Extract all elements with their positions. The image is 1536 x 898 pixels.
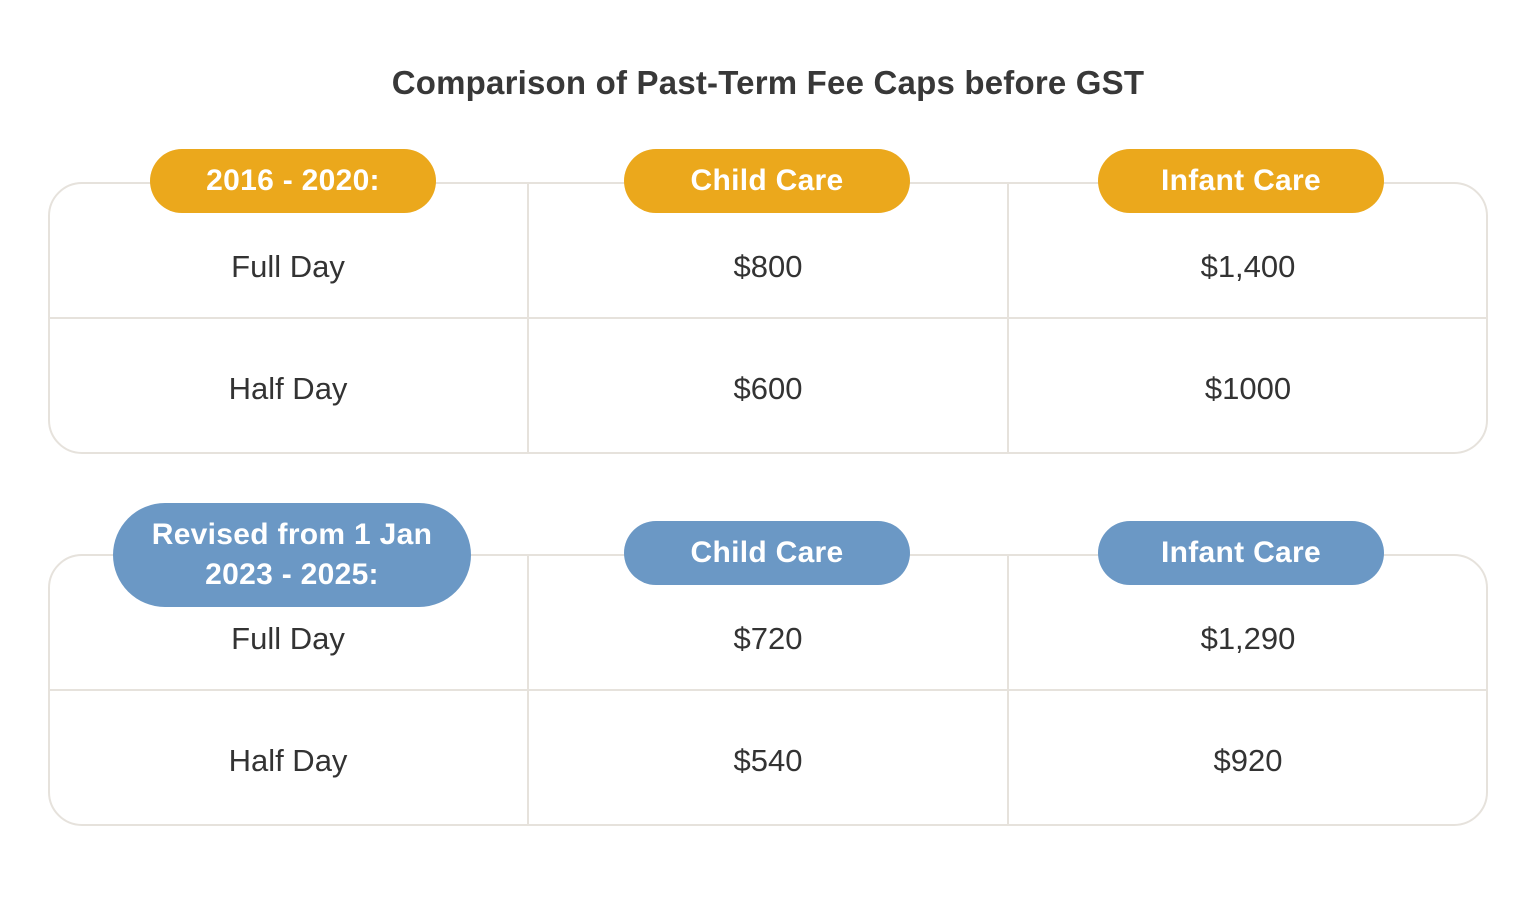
header-infant-care: Infant Care	[1098, 149, 1384, 213]
child-care-half-day-fee: $600	[733, 371, 803, 406]
header-infant-care: Infant Care	[1098, 521, 1384, 585]
row-label-full-day: Full Day	[231, 249, 345, 284]
header-child-care: Child Care	[624, 149, 910, 213]
period-label-pill: Revised from 1 Jan 2023 - 2025:	[113, 503, 471, 607]
period-label-pill: 2016 - 2020:	[150, 149, 436, 213]
infant-care-full-day-fee: $1,400	[1200, 249, 1296, 284]
period-label-line-1: Revised from 1 Jan	[151, 518, 433, 551]
infant-care-half-day-fee: $920	[1213, 743, 1283, 778]
row-divider	[48, 689, 1488, 691]
child-care-half-day-fee: $540	[733, 743, 803, 778]
infant-care-full-day-fee: $1,290	[1200, 621, 1296, 656]
child-care-full-day-fee: $720	[733, 621, 803, 656]
infant-care-half-day-fee: $1000	[1204, 371, 1292, 406]
period-label-line-2: 2023 - 2025:	[205, 558, 379, 591]
row-label-half-day: Half Day	[228, 371, 348, 406]
row-divider	[48, 317, 1488, 319]
fee-table-2016-2020: 2016 - 2020: Child Care Infant Care Full…	[48, 149, 1488, 454]
header-child-care: Child Care	[624, 521, 910, 585]
child-care-full-day-fee: $800	[733, 249, 803, 284]
row-label-full-day: Full Day	[231, 621, 345, 656]
fee-table-2023-2025: Revised from 1 Jan 2023 - 2025: Child Ca…	[48, 503, 1488, 826]
page-title: Comparison of Past-Term Fee Caps before …	[391, 64, 1145, 101]
row-label-half-day: Half Day	[228, 743, 348, 778]
